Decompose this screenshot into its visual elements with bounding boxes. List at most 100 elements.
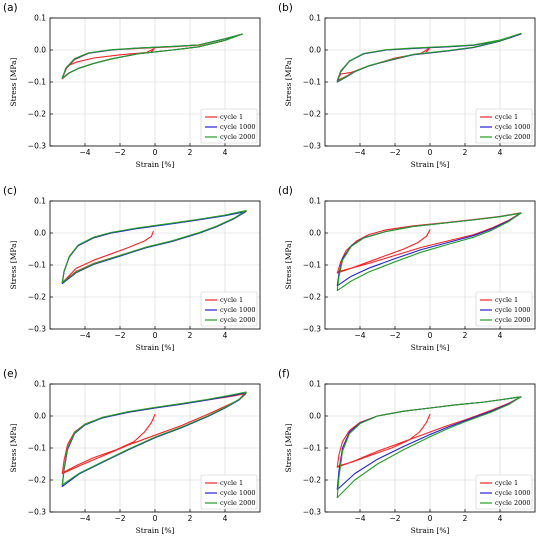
series-line-cycle-1 — [61, 210, 247, 284]
y-tick-label: −0.1 — [303, 261, 321, 270]
x-tick-label: 4 — [498, 331, 503, 340]
legend-label: cycle 1000 — [495, 306, 531, 314]
y-tick-label: −0.3 — [28, 142, 46, 151]
legend-label: cycle 1 — [220, 296, 243, 304]
y-tick-label: −0.2 — [28, 476, 46, 485]
y-tick-label: −0.2 — [303, 110, 321, 119]
legend-label: cycle 1 — [495, 296, 518, 304]
series-line-cycle-1 — [336, 212, 522, 274]
chart-panel: (d) −4 −2 0 2 4 −0.3 −0.2 −0.1 0.0 0.1 Strain [%] St… — [275, 183, 550, 366]
y-tick-label: 0.0 — [34, 46, 46, 55]
y-tick-label: 0.1 — [34, 197, 46, 206]
x-tick-label: −2 — [114, 514, 125, 523]
x-tick-label: −4 — [79, 148, 90, 157]
panel-label: (d) — [278, 185, 293, 197]
panel-label: (c) — [3, 185, 17, 197]
x-tick-label: 0 — [428, 331, 433, 340]
y-tick-label: −0.2 — [303, 293, 321, 302]
x-tick-label: −4 — [354, 148, 365, 157]
y-tick-label: 0.0 — [34, 229, 46, 238]
x-tick-label: 4 — [498, 148, 503, 157]
y-tick-label: 0.0 — [309, 229, 321, 238]
panel-label: (a) — [3, 2, 18, 14]
y-tick-label: −0.3 — [303, 142, 321, 151]
y-axis-label: Stress [MPa] — [9, 423, 18, 472]
x-tick-label: 0 — [153, 331, 158, 340]
x-tick-label: −2 — [389, 148, 400, 157]
y-tick-label: 0.0 — [309, 412, 321, 421]
panel-label: (e) — [3, 368, 18, 380]
legend: cycle 1 cycle 1000 cycle 2000 — [475, 474, 533, 510]
y-axis-label: Stress [MPa] — [284, 57, 293, 106]
legend-label: cycle 2000 — [495, 499, 531, 507]
x-tick-label: −4 — [79, 514, 90, 523]
x-tick-label: −2 — [389, 331, 400, 340]
x-tick-label: −2 — [114, 148, 125, 157]
y-tick-label: −0.2 — [28, 293, 46, 302]
x-tick-label: 2 — [463, 514, 468, 523]
legend: cycle 1 cycle 1000 cycle 2000 — [200, 474, 258, 510]
legend: cycle 1 cycle 1000 cycle 2000 — [200, 291, 258, 327]
x-axis-label: Strain [%] — [136, 526, 175, 535]
legend-label: cycle 2000 — [220, 133, 256, 141]
legend-label: cycle 1 — [220, 479, 243, 487]
y-axis-label: Stress [MPa] — [9, 240, 18, 289]
x-tick-label: −2 — [114, 331, 125, 340]
chart-svg: (c) −4 −2 0 2 4 −0.3 −0.2 −0.1 0.0 0.1 Strain [%] St… — [3, 185, 261, 352]
series-line-cycle-1 — [336, 396, 522, 468]
y-axis-label: Stress [MPa] — [284, 240, 293, 289]
chart-svg: (e) −4 −2 0 2 4 −0.3 −0.2 −0.1 0.0 0.1 Strain [%] St… — [3, 368, 261, 535]
legend-label: cycle 1 — [495, 479, 518, 487]
panel-label: (f) — [278, 368, 290, 380]
x-tick-label: 4 — [498, 514, 503, 523]
series-line-cycle-2000 — [336, 396, 522, 499]
panel-label: (b) — [278, 2, 293, 14]
y-tick-label: −0.3 — [28, 325, 46, 334]
series-line-cycle-1000 — [61, 211, 247, 285]
y-tick-label: −0.1 — [303, 444, 321, 453]
x-tick-label: 0 — [428, 514, 433, 523]
x-axis-label: Strain [%] — [411, 160, 450, 169]
x-tick-label: −2 — [389, 514, 400, 523]
y-tick-label: −0.3 — [28, 508, 46, 517]
legend-label: cycle 1000 — [495, 489, 531, 497]
y-tick-label: −0.1 — [303, 78, 321, 87]
y-tick-label: −0.1 — [28, 444, 46, 453]
chart-panel: (f) −4 −2 0 2 4 −0.3 −0.2 −0.1 0.0 0.1 Strain [%] St… — [275, 366, 550, 549]
legend-label: cycle 1000 — [220, 306, 256, 314]
x-tick-label: 0 — [153, 514, 158, 523]
chart-svg: (f) −4 −2 0 2 4 −0.3 −0.2 −0.1 0.0 0.1 Strain [%] St… — [278, 368, 536, 535]
x-tick-label: 2 — [188, 148, 193, 157]
y-tick-label: −0.3 — [303, 508, 321, 517]
legend-label: cycle 2000 — [220, 499, 256, 507]
legend-label: cycle 1000 — [220, 123, 256, 131]
y-tick-label: −0.3 — [303, 325, 321, 334]
y-tick-label: −0.2 — [28, 110, 46, 119]
x-axis-label: Strain [%] — [411, 343, 450, 352]
y-tick-label: 0.1 — [34, 380, 46, 389]
y-tick-label: −0.2 — [303, 476, 321, 485]
x-axis-label: Strain [%] — [136, 160, 175, 169]
chart-panel: (c) −4 −2 0 2 4 −0.3 −0.2 −0.1 0.0 0.1 Strain [%] St… — [0, 183, 275, 366]
chart-svg: (a) −4 −2 0 2 4 −0.3 −0.2 −0.1 0.0 0.1 Strain [%] St… — [3, 2, 261, 169]
series-line-cycle-2000 — [61, 210, 247, 284]
y-tick-label: −0.1 — [28, 261, 46, 270]
x-tick-label: −4 — [79, 331, 90, 340]
y-tick-label: 0.1 — [309, 14, 321, 23]
x-tick-label: 2 — [463, 148, 468, 157]
series-line-cycle-1 — [61, 393, 247, 475]
legend-label: cycle 1 — [220, 113, 243, 121]
legend-label: cycle 1000 — [220, 489, 256, 497]
legend-label: cycle 1 — [495, 113, 518, 121]
y-tick-label: 0.1 — [309, 197, 321, 206]
chart-panel: (e) −4 −2 0 2 4 −0.3 −0.2 −0.1 0.0 0.1 Strain [%] St… — [0, 366, 275, 549]
x-tick-label: 2 — [188, 331, 193, 340]
series-line-cycle-1000 — [61, 392, 247, 487]
legend-label: cycle 2000 — [495, 316, 531, 324]
series-line-cycle-2000 — [336, 212, 522, 292]
x-axis-label: Strain [%] — [411, 526, 450, 535]
x-tick-label: −4 — [354, 514, 365, 523]
x-tick-label: 4 — [223, 514, 228, 523]
legend: cycle 1 cycle 1000 cycle 2000 — [475, 291, 533, 327]
